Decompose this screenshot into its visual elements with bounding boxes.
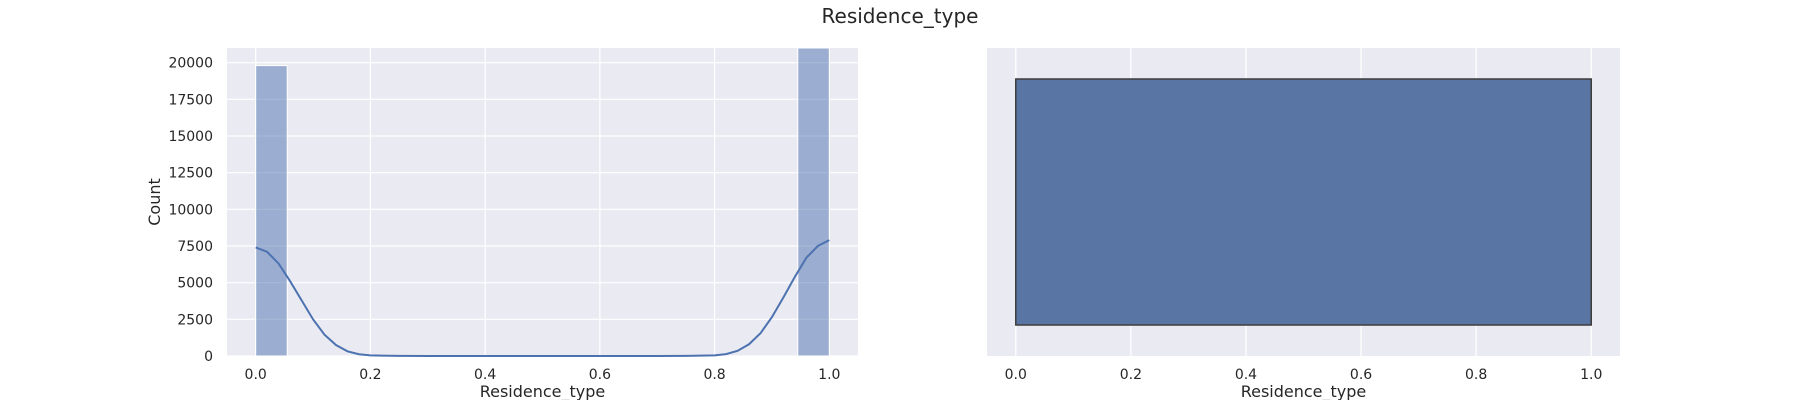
histogram-x-tick-label: 0.4	[474, 367, 496, 383]
histogram-y-tick-label: 10000	[168, 202, 213, 218]
histogram-panel: 0.0 0.2 0.4 0.6 0.8 1.0 0 2500 5000 7500 10000 125…	[145, 47, 858, 400]
histogram-y-tick-label: 7500	[177, 239, 213, 255]
histogram-gridlines	[227, 48, 858, 357]
histogram-bars	[255, 47, 830, 357]
boxplot-panel: 0.0 0.2 0.4 0.6 0.8 1.0 Residence_type	[987, 48, 1620, 400]
boxplot-x-tick-label: 0.0	[1005, 367, 1027, 383]
kde-curve	[255, 239, 830, 357]
boxplot-x-tick-label: 1.0	[1580, 367, 1602, 383]
boxplot-x-tick-label: 0.2	[1120, 367, 1142, 383]
histogram-x-tick-label: 0.8	[703, 367, 725, 383]
histogram-x-axis-label: Residence_type	[480, 382, 606, 400]
boxplot-x-tick-labels: 0.0 0.2 0.4 0.6 0.8 1.0	[1005, 367, 1603, 383]
boxplot-x-tick-label: 0.6	[1350, 367, 1372, 383]
boxplot-x-tick-label: 0.8	[1465, 367, 1487, 383]
histogram-y-axis-label: Count	[145, 178, 164, 226]
histogram-x-tick-label: 0.6	[589, 367, 611, 383]
histogram-y-tick-label: 17500	[168, 92, 213, 108]
histogram-y-tick-label: 15000	[168, 129, 213, 145]
histogram-x-tick-label: 0.0	[245, 367, 267, 383]
histogram-bar	[797, 47, 830, 357]
histogram-plot-area	[227, 48, 858, 356]
histogram-y-tick-label: 2500	[177, 312, 213, 328]
boxplot-x-axis-label: Residence_type	[1241, 382, 1367, 400]
histogram-x-tick-label: 1.0	[818, 367, 840, 383]
histogram-y-tick-label: 5000	[177, 276, 213, 292]
histogram-x-tick-labels: 0.0 0.2 0.4 0.6 0.8 1.0	[245, 367, 841, 383]
boxplot-x-tick-label: 0.4	[1235, 367, 1257, 383]
histogram-y-tick-labels: 0 2500 5000 7500 10000 12500 15000 17500 20000	[168, 56, 213, 365]
histogram-y-tick-label: 0	[204, 349, 213, 365]
histogram-y-tick-label: 20000	[168, 56, 213, 72]
histogram-y-tick-label: 12500	[168, 166, 213, 182]
boxplot-box	[1015, 78, 1592, 326]
histogram-x-tick-label: 0.2	[359, 367, 381, 383]
histogram-bar	[255, 65, 288, 357]
figure-title: Residence_type	[821, 4, 979, 28]
